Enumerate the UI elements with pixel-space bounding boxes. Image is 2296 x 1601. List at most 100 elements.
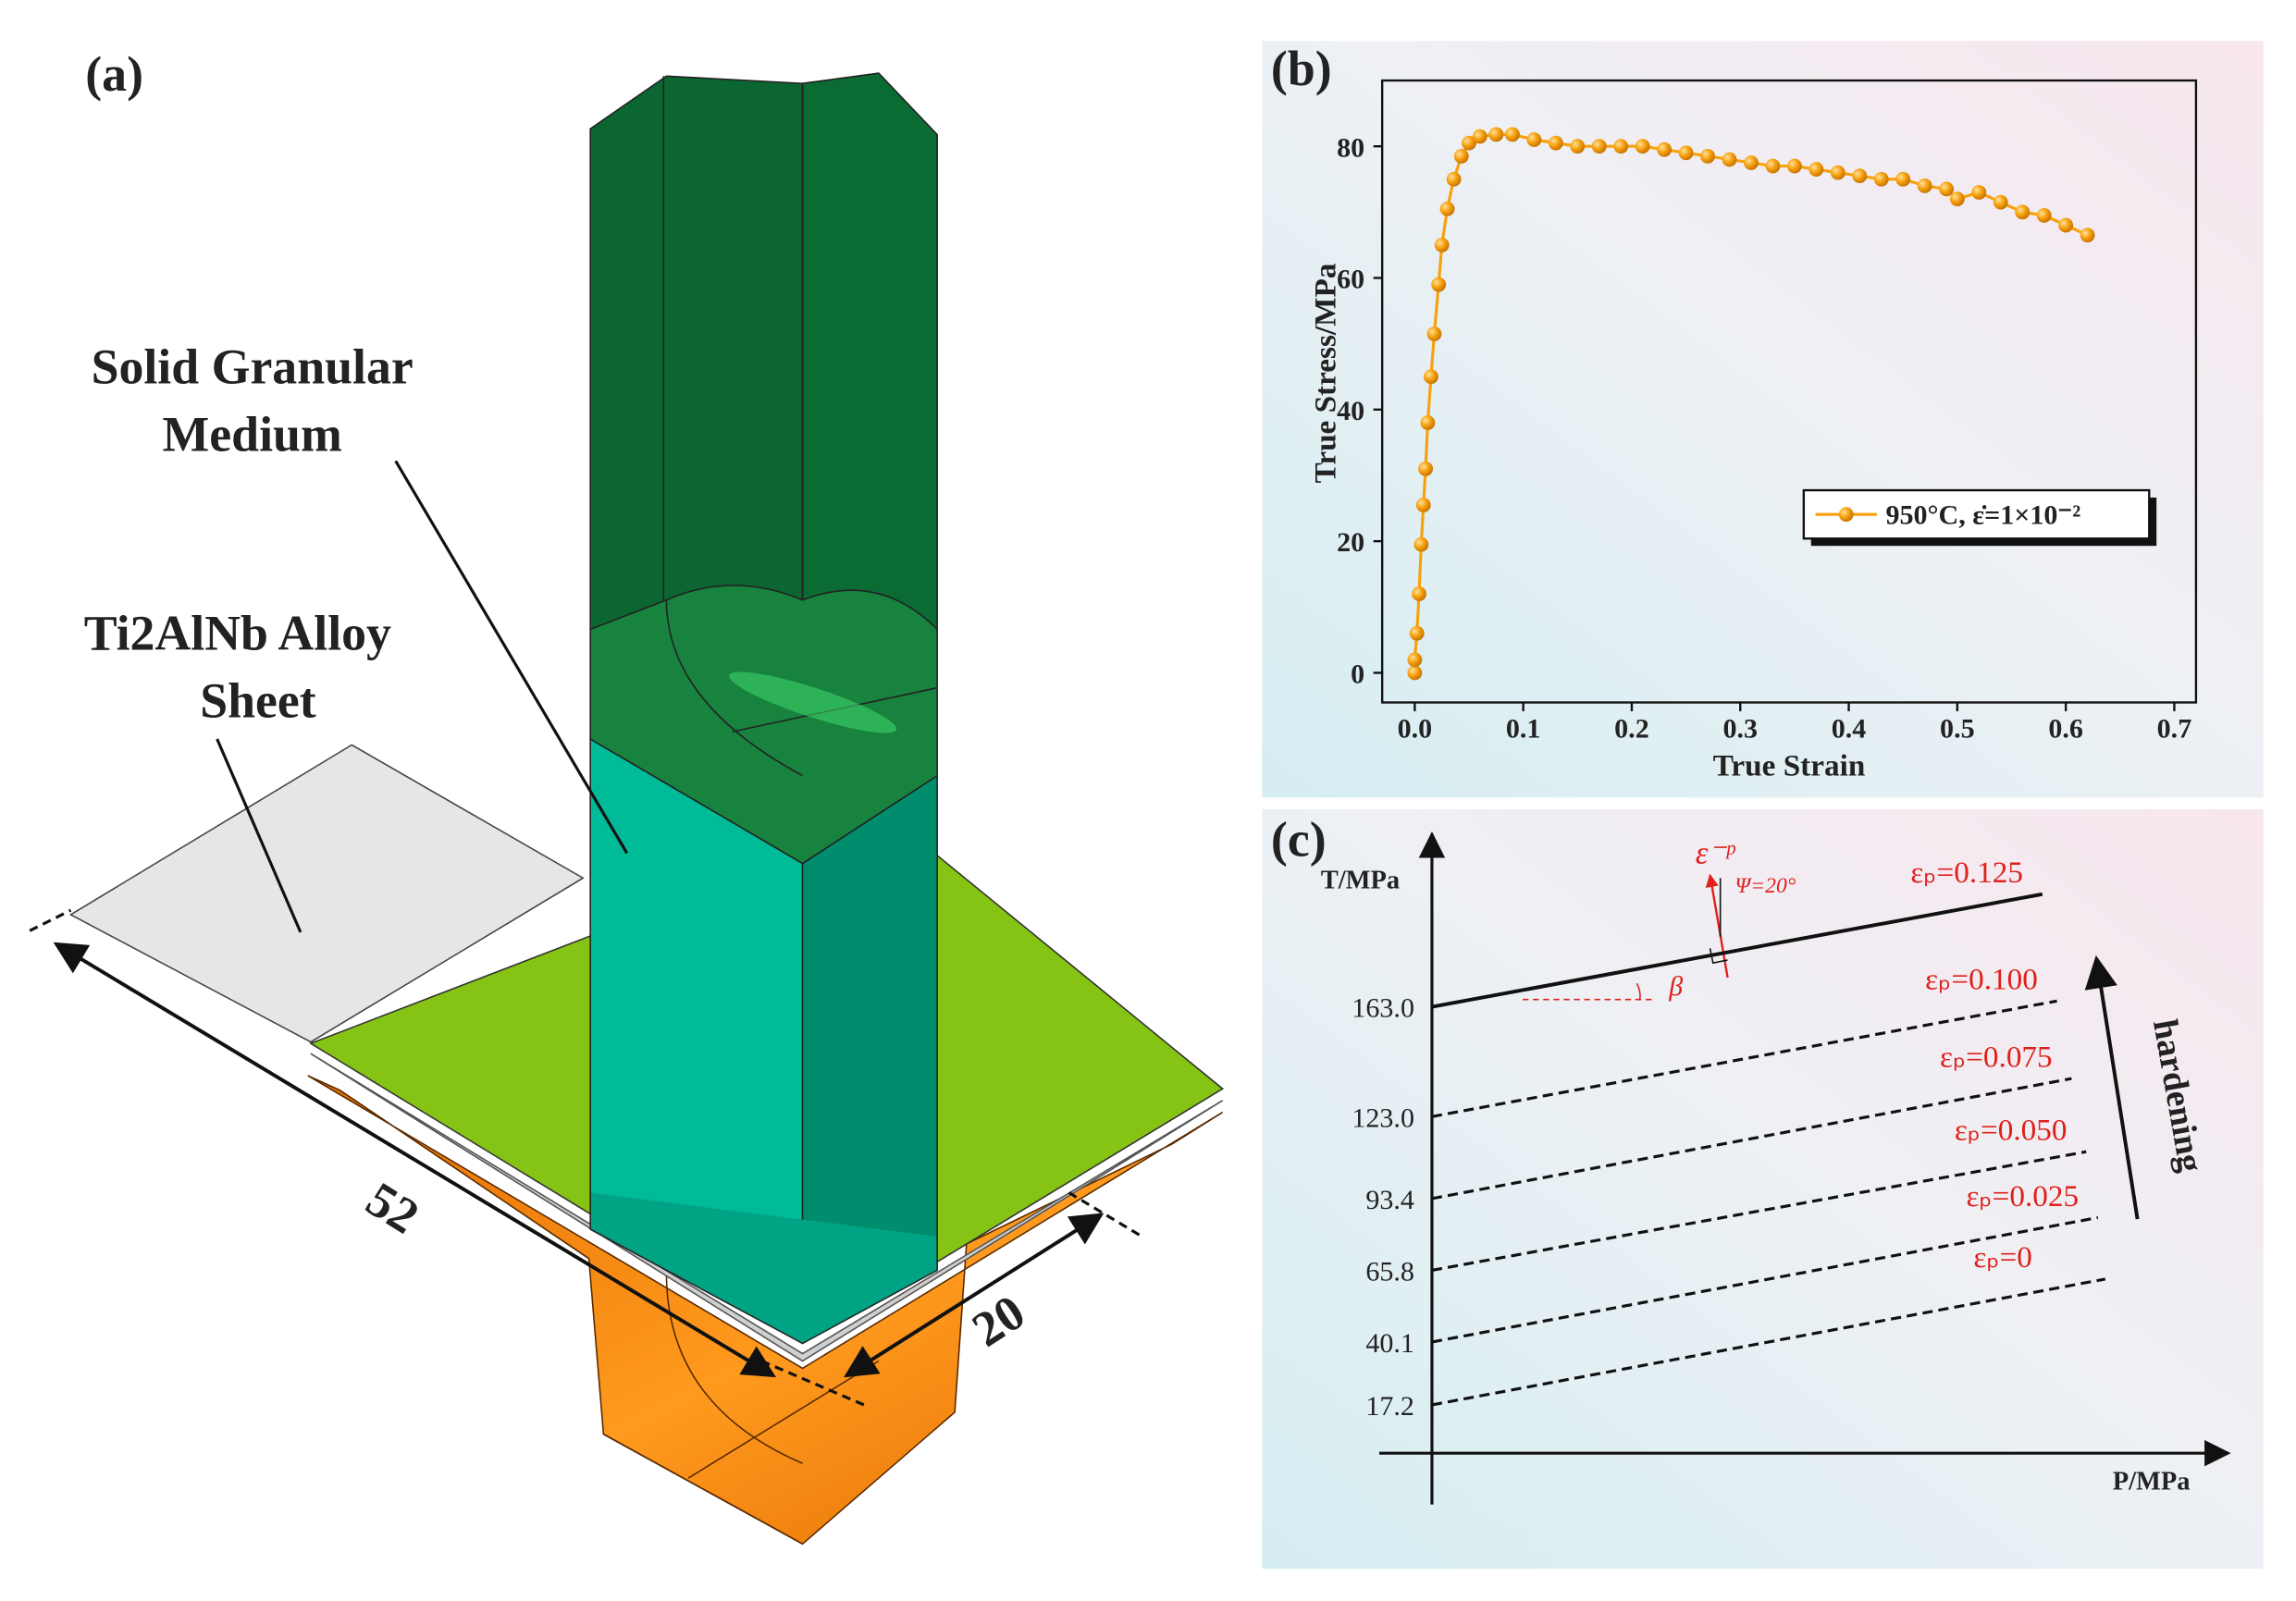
data-point: [1472, 129, 1487, 144]
data-point: [1657, 142, 1673, 157]
data-point: [1431, 277, 1447, 292]
data-point: [1873, 171, 1889, 187]
data-point: [1526, 132, 1542, 147]
y-tick-label: 80: [1337, 131, 1364, 163]
data-point: [1434, 238, 1450, 252]
data-point: [1488, 127, 1504, 142]
data-point: [1744, 155, 1759, 170]
data-point: [1830, 165, 1845, 180]
data-point: [1412, 586, 1426, 601]
panel-label: (c): [1271, 812, 1327, 868]
intercept-label: 17.2: [1365, 1390, 1414, 1422]
punch-left: [589, 75, 804, 631]
data-point: [1407, 665, 1423, 681]
highlight: [729, 671, 897, 733]
data-point: [1426, 326, 1442, 341]
legend-marker: [1838, 507, 1854, 523]
data-point: [1418, 461, 1433, 476]
data-point: [1462, 135, 1476, 151]
data-point: [1570, 139, 1586, 154]
data-point: [1949, 191, 1965, 207]
label: Sheet: [200, 672, 316, 728]
x-tick-label: 0.4: [1832, 712, 1867, 744]
data-point: [1700, 148, 1715, 164]
y-tick-label: 60: [1337, 264, 1364, 295]
x-tick-label: 0.5: [1940, 712, 1975, 744]
y-tick-label: 40: [1337, 395, 1364, 426]
axis-label: P/MPa: [2113, 1468, 2191, 1496]
data-point: [1765, 158, 1781, 174]
line-label: εₚ=0: [1973, 1240, 2032, 1275]
hardening-arrow: [2084, 954, 2140, 1220]
psi-label: Ψ=20°: [1734, 874, 1796, 898]
data-point: [1993, 194, 2008, 210]
data-point: [1420, 415, 1436, 430]
label: Ti2AlNb Alloy: [84, 606, 391, 661]
intercept-label: 93.4: [1365, 1184, 1414, 1215]
data-point: [1613, 139, 1629, 154]
line-label: εₚ=0.025: [1966, 1179, 2079, 1213]
data-point: [1439, 201, 1455, 216]
leader: [394, 460, 629, 855]
data-point: [1548, 135, 1563, 151]
panel-label: (b): [1271, 41, 1332, 96]
data-point: [1786, 158, 1802, 174]
subsequent-surface: [1431, 1150, 2087, 1272]
x-tick-label: 0.6: [2048, 712, 2083, 744]
label: Medium: [163, 406, 342, 462]
data-point: [2080, 228, 2095, 243]
dim-ext: [760, 1360, 865, 1407]
intercept-label: 123.0: [1352, 1102, 1414, 1133]
data-point: [1415, 498, 1431, 512]
series-line: [1413, 132, 2089, 673]
data-point: [1895, 171, 1911, 187]
intercept-label: 40.1: [1365, 1327, 1414, 1359]
subsequent-surface: [1431, 1077, 2072, 1201]
data-point: [1808, 162, 1824, 178]
y-tick-label: 0: [1351, 659, 1364, 690]
leader: [216, 738, 302, 933]
data-point: [1407, 652, 1423, 668]
y-tick-label: 20: [1337, 526, 1364, 558]
intercept-label: 163.0: [1352, 992, 1414, 1024]
panel-bg: [1262, 41, 2264, 798]
plot-frame: [1380, 79, 2198, 704]
panel-b: (b) True Strain True Stress/MPa 0.0 0.1 0.…: [1262, 41, 2264, 798]
dim-ext: [29, 908, 72, 932]
legend-label: 950°C, ε̇=1×10⁻²: [1885, 499, 2080, 530]
y-axis-label: True Stress/MPa: [1309, 263, 1343, 483]
flow-label: ε⁻ᵖ: [1696, 835, 1736, 871]
line-label: εₚ=0.050: [1955, 1114, 2068, 1148]
subsequent-surface: [1431, 999, 2057, 1118]
x-axis-label: True Strain: [1713, 749, 1866, 783]
intercept-label: 65.8: [1365, 1255, 1414, 1287]
data-point: [1446, 171, 1462, 187]
yield-surface: [1431, 892, 2043, 1009]
data-point: [1591, 139, 1607, 154]
panel-label: (a): [85, 46, 143, 102]
panel-c: (c) T/MPa P/MPa hardening β ε⁻ᵖ Ψ=20° 16…: [1262, 808, 2264, 1570]
data-point: [2015, 204, 2031, 220]
data-point: [1678, 145, 1694, 161]
data-point: [1917, 178, 1932, 193]
angle-arc: [1636, 982, 1641, 1000]
data-point: [1635, 139, 1650, 154]
data-point: [1722, 152, 1737, 167]
x-tick-label: 0.0: [1398, 712, 1433, 744]
x-tick-label: 0.7: [2157, 712, 2192, 744]
data-point: [2036, 207, 2052, 223]
data-point: [2058, 217, 2074, 233]
dimension: [844, 1213, 1105, 1378]
data-point: [1453, 148, 1469, 164]
data-point: [1413, 536, 1429, 552]
dimension: [53, 942, 776, 1378]
x-tick-label: 0.1: [1506, 712, 1541, 744]
data-point: [1852, 168, 1868, 184]
axis-label: T/MPa: [1321, 866, 1400, 894]
data-point: [1409, 625, 1425, 641]
line-label: εₚ=0.100: [1925, 963, 2038, 997]
panel-a: (a) Solid Granular Medium Ti2AlNb Alloy …: [29, 46, 1225, 1546]
x-tick-label: 0.3: [1722, 712, 1758, 744]
line-label: εₚ=0.075: [1940, 1040, 2053, 1074]
beta: β: [1668, 970, 1683, 1002]
